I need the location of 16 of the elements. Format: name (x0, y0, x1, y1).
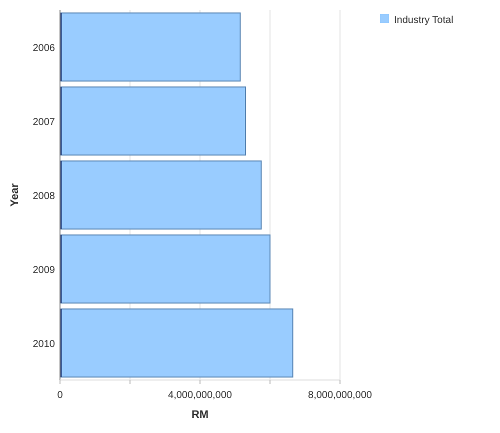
x-tick-label: 0 (57, 390, 64, 401)
y-tick-label: 2009 (32, 265, 56, 276)
bar (60, 308, 294, 378)
x-tick-label: 4,000,000,000 (168, 390, 232, 401)
x-tick-label: 8,000,000,000 (308, 390, 372, 401)
y-axis-title: Year (9, 182, 21, 207)
y-tick-label: 2010 (32, 339, 56, 350)
bar (60, 234, 270, 304)
text: Industry Total (394, 15, 454, 26)
bar (60, 86, 246, 156)
y-tick-label: 2008 (32, 191, 56, 202)
bar (60, 160, 262, 230)
bar (60, 12, 241, 82)
x-axis-title: RM (191, 409, 209, 421)
y-tick-label: 2007 (32, 117, 56, 128)
y-tick-label: 2006 (32, 43, 56, 54)
